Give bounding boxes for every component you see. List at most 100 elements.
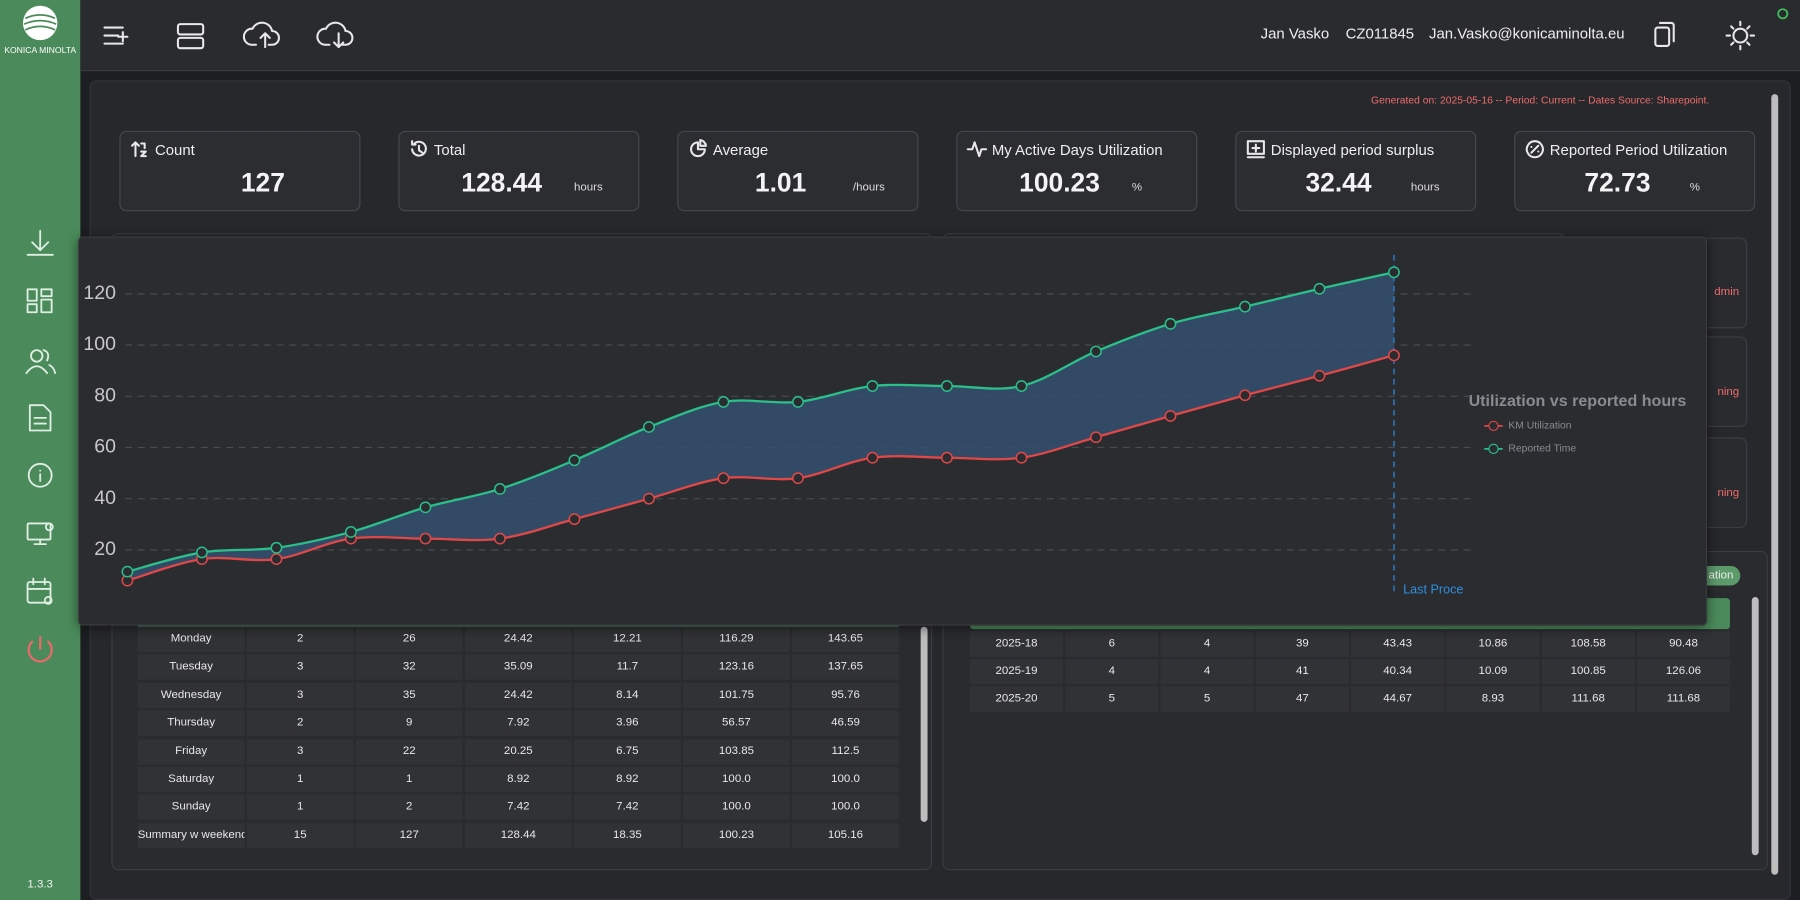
card-title: Displayed period surplus (1270, 141, 1435, 159)
table-cell: 7.42 (573, 794, 681, 821)
data-point (270, 541, 283, 554)
table-cell: 5 (1160, 686, 1254, 712)
table-cell: 1 (246, 794, 354, 821)
table-cell: 112.5 (792, 738, 899, 765)
nav-settings[interactable] (26, 522, 54, 546)
legend-marker (1488, 420, 1499, 432)
table-cell: 1 (246, 766, 354, 793)
table-cell: 4 (1065, 658, 1159, 685)
stat-card: My Active Days Utilization 100.23% (956, 130, 1198, 212)
table-cell: 22 (355, 738, 463, 765)
table-cell: 35.09 (464, 654, 572, 681)
table-cell: 43.43 (1351, 631, 1445, 657)
data-point (866, 380, 879, 392)
table-cell: 90.48 (1636, 631, 1730, 657)
table-cell: 100.0 (792, 794, 899, 821)
data-point (1313, 369, 1326, 382)
table-cell: 10.86 (1446, 631, 1540, 657)
table-cell: 56.57 (683, 710, 790, 737)
data-point (1164, 410, 1177, 422)
data-point (1090, 345, 1102, 358)
data-point (270, 553, 283, 566)
card-unit: % (1689, 181, 1701, 195)
nav-download[interactable] (26, 229, 54, 256)
card-icon-path (966, 141, 988, 158)
data-point (1388, 266, 1400, 279)
table-cell: 8.92 (573, 766, 681, 793)
data-point (792, 395, 804, 408)
data-point (941, 451, 953, 464)
card-icon (1246, 140, 1265, 159)
table-cell: Tuesday (137, 654, 245, 681)
data-point (345, 526, 357, 538)
table-cell: Saturday (137, 766, 245, 793)
table-cell: 9 (355, 710, 463, 737)
table-cell: 126.06 (1636, 658, 1730, 685)
table-cell: 32 (355, 654, 463, 681)
main-scrollbar[interactable] (1771, 94, 1779, 875)
card-icon (690, 139, 708, 158)
table-cell: 41 (1255, 658, 1349, 685)
legend-marker (1488, 443, 1499, 455)
table-cell: 5 (1065, 686, 1159, 712)
server-button[interactable] (176, 23, 205, 50)
table-cell: 46.59 (792, 710, 899, 737)
data-point (717, 395, 730, 408)
nav-logout[interactable] (27, 635, 53, 663)
table-cell: 100.0 (683, 794, 790, 821)
side-card-text: ning (1717, 486, 1740, 500)
nav-info[interactable] (27, 462, 53, 488)
download-button[interactable] (316, 21, 354, 49)
table-cell: 3 (246, 682, 354, 709)
card-title: Reported Period Utilization (1549, 141, 1728, 159)
data-point (1164, 317, 1177, 330)
data-point (1090, 431, 1102, 444)
nav-report[interactable] (28, 404, 52, 432)
nav-calendar[interactable] (26, 577, 53, 605)
table-cell: 100.23 (683, 822, 790, 849)
copy-button[interactable] (1654, 21, 1675, 47)
y-tick-label: 20 (94, 538, 116, 560)
weekly-scrollbar[interactable] (1751, 596, 1759, 856)
series-line (127, 354, 1395, 582)
data-point (941, 380, 953, 392)
table-cell: 2 (246, 626, 354, 653)
nav-users[interactable] (25, 349, 57, 375)
table-cell: 4 (1160, 631, 1254, 657)
table-cell: 15 (246, 822, 354, 849)
table-cell: Wednesday (137, 682, 245, 709)
data-point (494, 532, 506, 545)
table-cell: 127 (355, 822, 463, 849)
data-point (792, 472, 804, 485)
user-id: CZ011845 (1346, 25, 1415, 42)
table-cell: 39 (1255, 631, 1349, 657)
table-cell: 3 (246, 654, 354, 681)
table-cell: 8.93 (1446, 686, 1540, 712)
annotation: Last Proce (1403, 582, 1463, 596)
table-cell: 44.67 (1351, 686, 1445, 712)
data-point (1015, 451, 1028, 464)
data-point (419, 532, 432, 545)
menu-add-button[interactable] (103, 26, 129, 45)
chart: Utilization vs reported hours 20 40 60 80 10… (83, 254, 1686, 596)
table-cell: 10.09 (1446, 658, 1540, 685)
card-unit: % (1131, 181, 1143, 195)
upload-button[interactable] (242, 21, 280, 49)
data-point (643, 421, 655, 433)
theme-button[interactable] (1725, 20, 1756, 51)
nav-dashboard[interactable] (26, 288, 53, 314)
table-cell: Monday (137, 626, 245, 653)
table-cell: 95.76 (792, 682, 899, 709)
card-value: 32.44 (1305, 167, 1372, 198)
table-cell: 3 (246, 738, 354, 765)
table-cell: 116.29 (683, 626, 790, 653)
y-tick-label: 100 (83, 333, 116, 355)
user-name: Jan Vasko (1261, 25, 1330, 42)
table-cell: 26 (355, 626, 463, 653)
version: 1.3.3 (27, 878, 53, 890)
table-scrollbar[interactable] (920, 626, 928, 822)
data-point (1388, 349, 1400, 362)
card-value: 127 (240, 167, 285, 198)
sidebar-icons: KONICA MINOLTA 1.3.3 (4, 5, 76, 890)
